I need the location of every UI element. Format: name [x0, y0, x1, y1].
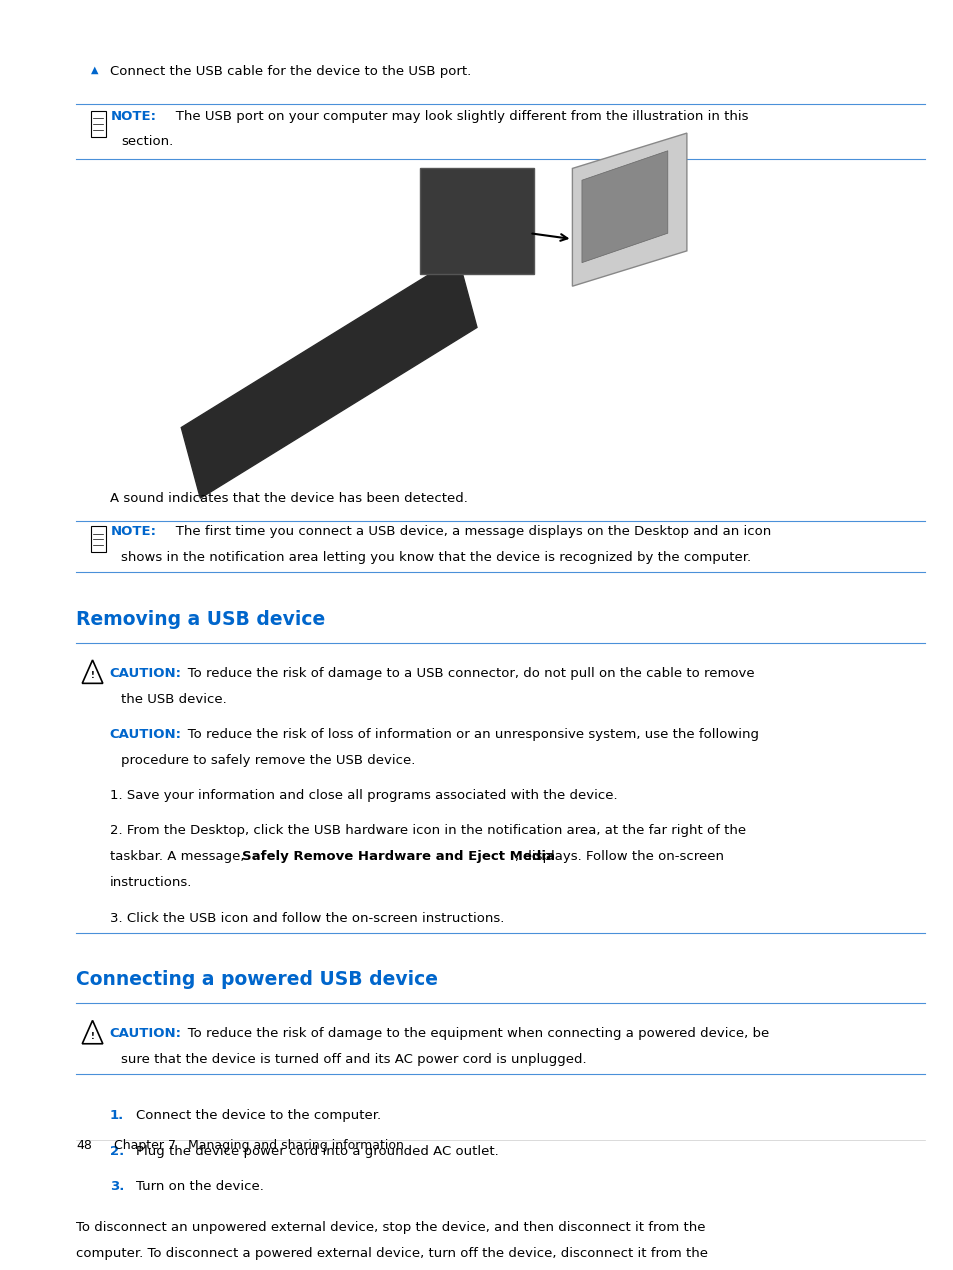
Text: !: !: [91, 1031, 94, 1041]
Text: CAUTION:: CAUTION:: [110, 667, 181, 679]
Text: 1. Save your information and close all programs associated with the device.: 1. Save your information and close all p…: [110, 789, 617, 803]
Text: 3.: 3.: [110, 1180, 124, 1193]
Text: ⊕: ⊕: [639, 178, 648, 188]
Text: 1.: 1.: [110, 1110, 124, 1123]
Text: ★: ★: [591, 192, 608, 211]
Text: the USB device.: the USB device.: [121, 692, 227, 706]
Text: ⬢: ⬢: [624, 187, 639, 198]
Text: 2. From the Desktop, click the USB hardware icon in the notification area, at th: 2. From the Desktop, click the USB hardw…: [110, 824, 745, 837]
Text: shows in the notification area letting you know that the device is recognized by: shows in the notification area letting y…: [121, 551, 751, 564]
Text: 2.: 2.: [110, 1144, 124, 1158]
Text: section.: section.: [121, 136, 173, 149]
Text: To disconnect an unpowered external device, stop the device, and then disconnect: To disconnect an unpowered external devi…: [76, 1222, 705, 1234]
FancyArrowPatch shape: [532, 234, 567, 241]
Text: To reduce the risk of damage to a USB connector, do not pull on the cable to rem: To reduce the risk of damage to a USB co…: [174, 667, 754, 679]
Text: procedure to safely remove the USB device.: procedure to safely remove the USB devic…: [121, 754, 416, 767]
Text: The USB port on your computer may look slightly different from the illustration : The USB port on your computer may look s…: [163, 109, 748, 122]
Text: NOTE:: NOTE:: [111, 109, 156, 122]
Polygon shape: [581, 151, 667, 263]
Text: To reduce the risk of loss of information or an unresponsive system, use the fol: To reduce the risk of loss of informatio…: [174, 728, 758, 740]
Text: Connect the USB cable for the device to the USB port.: Connect the USB cable for the device to …: [110, 65, 471, 77]
Text: Connect the device to the computer.: Connect the device to the computer.: [136, 1110, 381, 1123]
Text: instructions.: instructions.: [110, 876, 192, 889]
Text: taskbar. A message,: taskbar. A message,: [110, 851, 248, 864]
Text: 3. Click the USB icon and follow the on-screen instructions.: 3. Click the USB icon and follow the on-…: [110, 912, 503, 925]
Text: Safely Remove Hardware and Eject Media: Safely Remove Hardware and Eject Media: [242, 851, 555, 864]
Text: To reduce the risk of damage to the equipment when connecting a powered device, : To reduce the risk of damage to the equi…: [174, 1027, 768, 1040]
Text: Removing a USB device: Removing a USB device: [76, 610, 325, 629]
Text: CAUTION:: CAUTION:: [110, 1027, 181, 1040]
Text: Chapter 7   Managing and sharing information: Chapter 7 Managing and sharing informati…: [114, 1139, 404, 1152]
Text: 48: 48: [76, 1139, 92, 1152]
Polygon shape: [181, 257, 476, 498]
Text: A sound indicates that the device has been detected.: A sound indicates that the device has be…: [110, 493, 467, 505]
Text: Connecting a powered USB device: Connecting a powered USB device: [76, 970, 437, 989]
Text: The first time you connect a USB device, a message displays on the Desktop and a: The first time you connect a USB device,…: [163, 526, 771, 538]
Text: CAUTION:: CAUTION:: [110, 728, 181, 740]
Text: , displays. Follow the on-screen: , displays. Follow the on-screen: [515, 851, 723, 864]
Text: NOTE:: NOTE:: [111, 526, 156, 538]
Text: !: !: [91, 672, 94, 681]
Polygon shape: [572, 133, 686, 286]
Text: Plug the device power cord into a grounded AC outlet.: Plug the device power cord into a ground…: [136, 1144, 498, 1158]
Text: computer. To disconnect a powered external device, turn off the device, disconne: computer. To disconnect a powered extern…: [76, 1247, 707, 1260]
Text: ▲: ▲: [91, 65, 98, 75]
Text: Turn on the device.: Turn on the device.: [136, 1180, 264, 1193]
Polygon shape: [419, 169, 534, 274]
Text: sure that the device is turned off and its AC power cord is unplugged.: sure that the device is turned off and i…: [121, 1053, 586, 1066]
